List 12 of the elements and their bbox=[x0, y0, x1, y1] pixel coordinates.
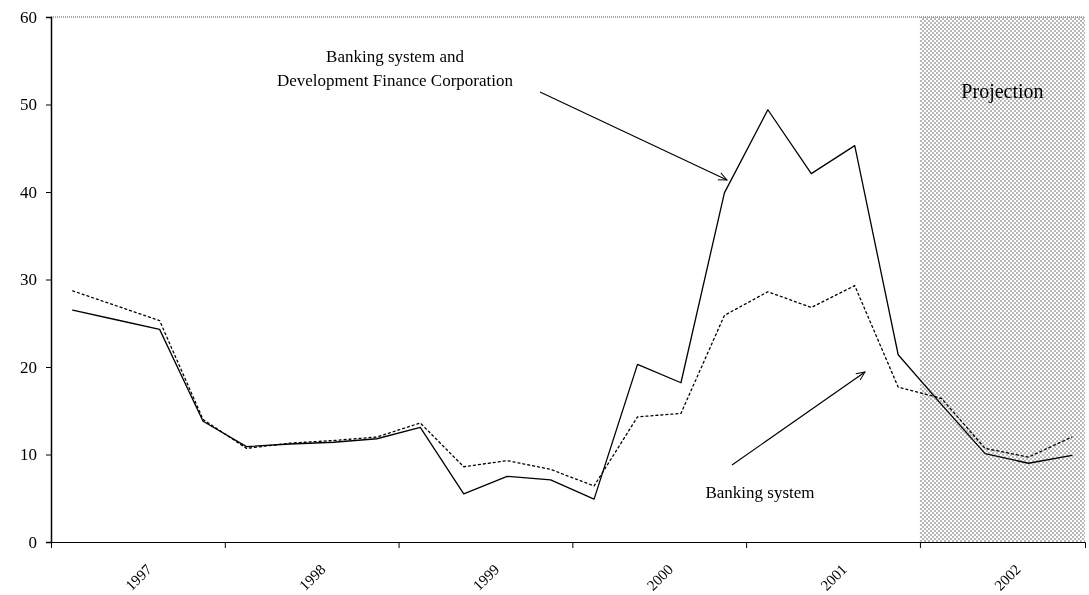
y-tick-label: 0 bbox=[28, 532, 37, 552]
annotation: Banking system bbox=[705, 483, 815, 502]
y-tick-label: 30 bbox=[20, 270, 37, 290]
y-tick-label: 40 bbox=[20, 182, 37, 202]
y-tick-label: 50 bbox=[20, 95, 37, 115]
band-label: Projection bbox=[961, 80, 1044, 103]
annotation: Banking system and Development Finance Corporation bbox=[276, 47, 514, 90]
y-tick-label: 60 bbox=[20, 7, 37, 27]
line-series bbox=[72, 109, 1073, 500]
y-tick-label: 10 bbox=[20, 445, 37, 465]
y-tick-label: 20 bbox=[20, 357, 37, 377]
x-tick-label: 1999 bbox=[469, 561, 503, 594]
